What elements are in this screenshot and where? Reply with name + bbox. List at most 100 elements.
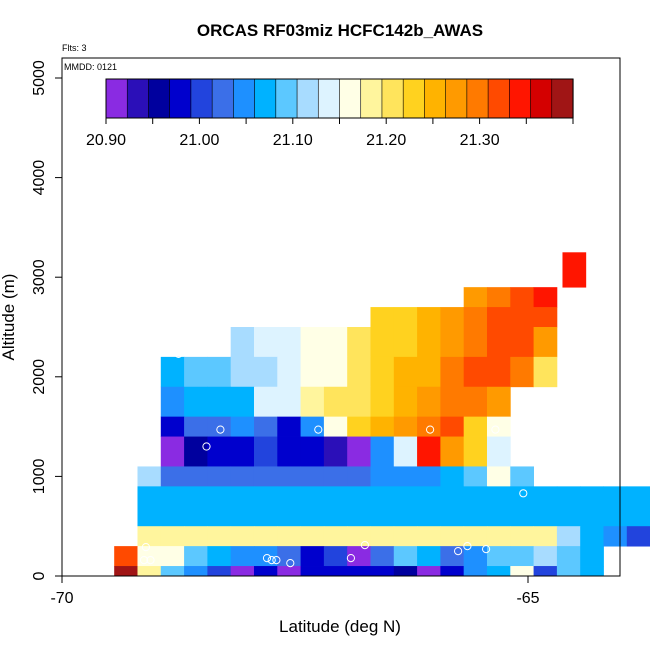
- heatmap-cell: [486, 566, 511, 577]
- heatmap-cell: [417, 436, 441, 467]
- heatmap-cell: [533, 307, 558, 328]
- heatmap-cell: [417, 486, 441, 527]
- heatmap-cell: [393, 566, 418, 577]
- heatmap-cell: [486, 466, 511, 487]
- heatmap-cell: [230, 466, 255, 487]
- heatmap-cell: [114, 566, 138, 577]
- colorbar-swatch: [530, 78, 553, 119]
- heatmap-cell: [300, 566, 325, 577]
- heatmap-cell: [440, 566, 465, 577]
- heatmap-cell: [277, 327, 301, 358]
- sample-point-marker: [519, 489, 528, 498]
- heatmap-cell: [277, 486, 301, 527]
- x-tick-label: -65: [516, 590, 539, 607]
- colorbar-swatch: [126, 78, 150, 119]
- heatmap-cell: [300, 416, 325, 437]
- heatmap-cell: [347, 327, 371, 358]
- heatmap-cell: [347, 436, 371, 467]
- colorbar-tick-label: 20.90: [86, 132, 126, 149]
- heatmap-cell: [393, 526, 418, 547]
- y-tick-label: 5000: [31, 60, 48, 96]
- colorbar-tick-label: 21.20: [366, 132, 406, 149]
- heatmap-cell: [510, 356, 534, 388]
- y-tick-label: 4000: [31, 160, 48, 196]
- colorbar-swatch: [424, 78, 447, 119]
- colorbar-swatch: [275, 78, 298, 119]
- heatmap-cell: [463, 546, 488, 567]
- y-tick-label: 1000: [31, 459, 48, 495]
- heatmap-cell: [184, 436, 208, 467]
- heatmap-cell: [463, 327, 488, 358]
- sample-point-marker: [426, 425, 435, 434]
- sample-point-marker: [262, 554, 272, 563]
- colorbar: 20.90 21.00 21.10 21.20 21.30: [86, 78, 574, 149]
- heatmap-cell: [533, 526, 558, 547]
- heatmap-cell: [510, 526, 534, 547]
- heatmap-cell: [626, 486, 650, 527]
- heatmap-cell: [370, 566, 395, 577]
- sample-point-marker: [146, 556, 155, 565]
- heatmap-cell: [184, 416, 208, 437]
- plot-frame: [61, 57, 621, 577]
- heatmap-cells: [114, 252, 650, 577]
- heatmap-cell: [277, 416, 301, 437]
- heatmap-cell: [486, 436, 511, 467]
- heatmap-cell: [533, 327, 558, 358]
- colorbar-swatch: [254, 78, 277, 119]
- heatmap-cell: [463, 436, 488, 467]
- heatmap-cell: [277, 466, 301, 487]
- sample-point-marker: [272, 556, 281, 565]
- heatmap-cell: [277, 546, 301, 567]
- heatmap-cell: [184, 526, 208, 547]
- sample-point-marker: [216, 425, 225, 434]
- heatmap-cell: [580, 486, 604, 527]
- heatmap-cell: [440, 436, 465, 467]
- heatmap-cell: [207, 356, 232, 388]
- heatmap-cell: [253, 546, 278, 567]
- heatmap-cell: [323, 356, 348, 388]
- heatmap-cell: [393, 416, 418, 437]
- heatmap-cell: [463, 416, 488, 437]
- heatmap-cell: [347, 416, 371, 437]
- heatmap-cell: [207, 486, 232, 527]
- colorbar-swatch: [551, 78, 574, 119]
- heatmap-cell: [253, 526, 278, 547]
- heatmap-cell: [510, 287, 534, 308]
- colorbar-swatch: [339, 78, 362, 119]
- heatmap-cell: [440, 307, 465, 328]
- heatmap-cell: [137, 566, 162, 577]
- heatmap-cell: [300, 327, 325, 358]
- heatmap-cell: [370, 526, 395, 547]
- mmdd-annotation: MMDD: 0121: [64, 62, 117, 72]
- heatmap-cell: [580, 546, 604, 567]
- heatmap-cell: [253, 327, 278, 358]
- y-tick-label: 0: [31, 571, 48, 580]
- sample-point-marker: [141, 543, 150, 552]
- heatmap-cell: [440, 466, 465, 487]
- colorbar-swatch: [509, 78, 532, 119]
- heatmap-cell: [230, 546, 255, 567]
- heatmap-cell: [533, 546, 558, 567]
- heatmap-cell: [603, 526, 628, 547]
- heatmap-cell: [370, 307, 395, 328]
- heatmap-cell: [300, 486, 325, 527]
- sample-point-marker: [267, 556, 276, 565]
- colorbar-swatch: [233, 78, 256, 119]
- heatmap-cell: [300, 526, 325, 547]
- heatmap-cell: [393, 327, 418, 358]
- sample-point-marker: [551, 250, 561, 259]
- heatmap-cell: [510, 307, 534, 328]
- heatmap-cell: [300, 546, 325, 567]
- heatmap-cell: [207, 466, 232, 487]
- heatmap-cell: [463, 386, 488, 418]
- y-axis: 0 1000 2000 3000 4000 5000: [31, 60, 62, 580]
- sample-point-marker: [463, 542, 472, 551]
- heatmap-cell: [277, 386, 301, 418]
- heatmap-cell: [417, 526, 441, 547]
- heatmap-cell: [230, 566, 255, 577]
- heatmap-cell: [230, 386, 255, 418]
- heatmap-cell: [207, 436, 232, 467]
- heatmap-cell: [556, 486, 581, 527]
- heatmap-cell: [440, 356, 465, 388]
- heatmap-cell: [417, 566, 441, 577]
